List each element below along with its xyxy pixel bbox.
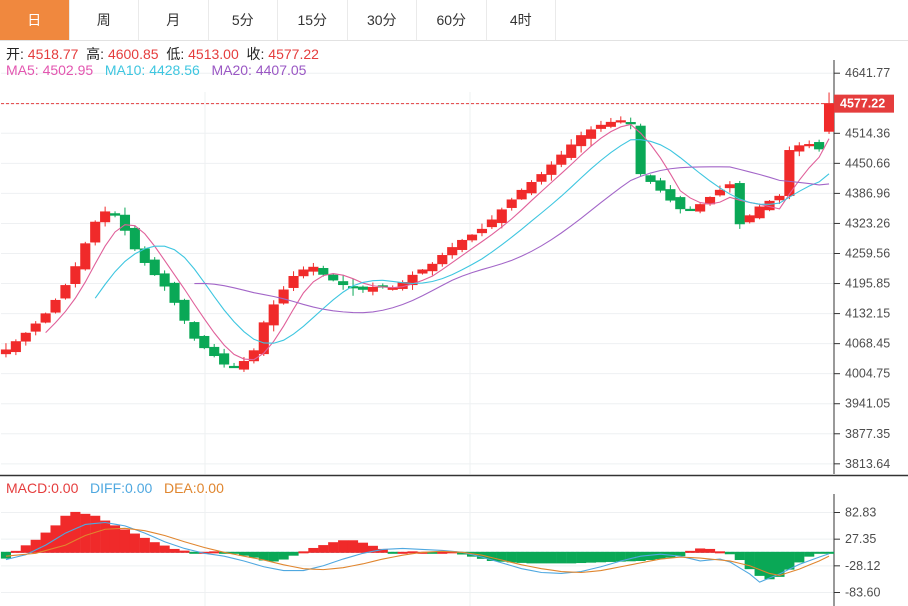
svg-text:-28.12: -28.12 [845,559,880,573]
svg-text:4004.75: 4004.75 [845,367,890,381]
svg-text:4450.66: 4450.66 [845,156,890,170]
svg-text:4641.77: 4641.77 [845,66,890,80]
svg-text:4386.96: 4386.96 [845,186,890,200]
svg-text:27.35: 27.35 [845,532,876,546]
svg-text:4259.56: 4259.56 [845,246,890,260]
svg-text:4514.36: 4514.36 [845,126,890,140]
svg-text:4132.15: 4132.15 [845,307,890,321]
svg-text:82.83: 82.83 [845,506,876,520]
svg-text:3941.05: 3941.05 [845,397,890,411]
svg-text:4323.26: 4323.26 [845,216,890,230]
svg-text:4068.45: 4068.45 [845,337,890,351]
svg-text:4577.22: 4577.22 [840,97,885,111]
svg-text:3877.35: 3877.35 [845,427,890,441]
svg-text:3813.64: 3813.64 [845,457,890,471]
svg-text:4195.85: 4195.85 [845,277,890,291]
svg-text:-83.60: -83.60 [845,586,880,600]
